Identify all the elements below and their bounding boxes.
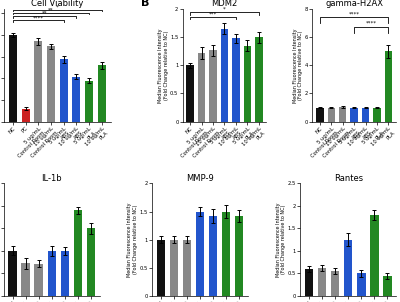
- Bar: [47, 46, 55, 122]
- Bar: [198, 53, 205, 122]
- Y-axis label: Median Fluorescence Intensity
(Fold Change relative to NC): Median Fluorescence Intensity (Fold Chan…: [276, 202, 286, 277]
- Bar: [74, 210, 82, 296]
- Text: **: **: [48, 8, 54, 12]
- Bar: [344, 240, 352, 296]
- Title: MDM2: MDM2: [211, 0, 238, 8]
- Text: *: *: [223, 7, 226, 12]
- Bar: [357, 273, 366, 296]
- Title: MMP-9: MMP-9: [186, 174, 214, 183]
- Bar: [61, 251, 69, 296]
- Y-axis label: Median Fluorescence Intensity
(Fold Change relative to NC): Median Fluorescence Intensity (Fold Chan…: [158, 28, 169, 103]
- Title: Rantes: Rantes: [334, 174, 363, 183]
- Bar: [34, 41, 42, 122]
- Y-axis label: Median Fluorescence Intensity
(Fold Change relative to NC): Median Fluorescence Intensity (Fold Chan…: [293, 28, 304, 103]
- Bar: [85, 81, 93, 122]
- Bar: [48, 251, 56, 296]
- Bar: [60, 59, 68, 122]
- Bar: [72, 77, 80, 122]
- Text: *: *: [56, 5, 59, 10]
- Bar: [183, 240, 191, 296]
- Bar: [244, 46, 251, 122]
- Bar: [209, 50, 217, 122]
- Bar: [98, 65, 106, 122]
- Bar: [383, 276, 392, 296]
- Text: **: **: [42, 11, 48, 16]
- Text: B: B: [141, 0, 149, 8]
- Bar: [170, 240, 178, 296]
- Bar: [34, 264, 43, 296]
- Bar: [9, 35, 17, 122]
- Bar: [339, 107, 346, 122]
- Bar: [222, 212, 230, 296]
- Bar: [156, 240, 165, 296]
- Bar: [255, 37, 262, 122]
- Title: IL-1b: IL-1b: [42, 174, 62, 183]
- Bar: [373, 108, 381, 122]
- Y-axis label: Median Fluorescence Intensity
(Fold Change relative to NC): Median Fluorescence Intensity (Fold Chan…: [128, 202, 138, 277]
- Bar: [328, 108, 335, 122]
- Bar: [221, 29, 228, 122]
- Bar: [350, 108, 358, 122]
- Text: ****: ****: [366, 21, 377, 26]
- Bar: [8, 251, 17, 296]
- Bar: [331, 271, 339, 296]
- Bar: [22, 263, 30, 296]
- Bar: [22, 109, 30, 122]
- Title: gamma-H2AX: gamma-H2AX: [325, 0, 383, 8]
- Bar: [305, 269, 313, 296]
- Bar: [186, 65, 194, 122]
- Text: ***: ***: [209, 11, 217, 16]
- Bar: [316, 108, 324, 122]
- Text: ****: ****: [33, 15, 44, 20]
- Bar: [385, 51, 392, 122]
- Bar: [362, 108, 369, 122]
- Bar: [87, 228, 95, 296]
- Title: Cell Viability: Cell Viability: [31, 0, 84, 8]
- Bar: [370, 215, 378, 296]
- Bar: [196, 212, 204, 296]
- Bar: [232, 38, 240, 122]
- Bar: [235, 216, 244, 296]
- Text: ****: ****: [349, 11, 360, 16]
- Bar: [318, 268, 326, 296]
- Bar: [209, 216, 217, 296]
